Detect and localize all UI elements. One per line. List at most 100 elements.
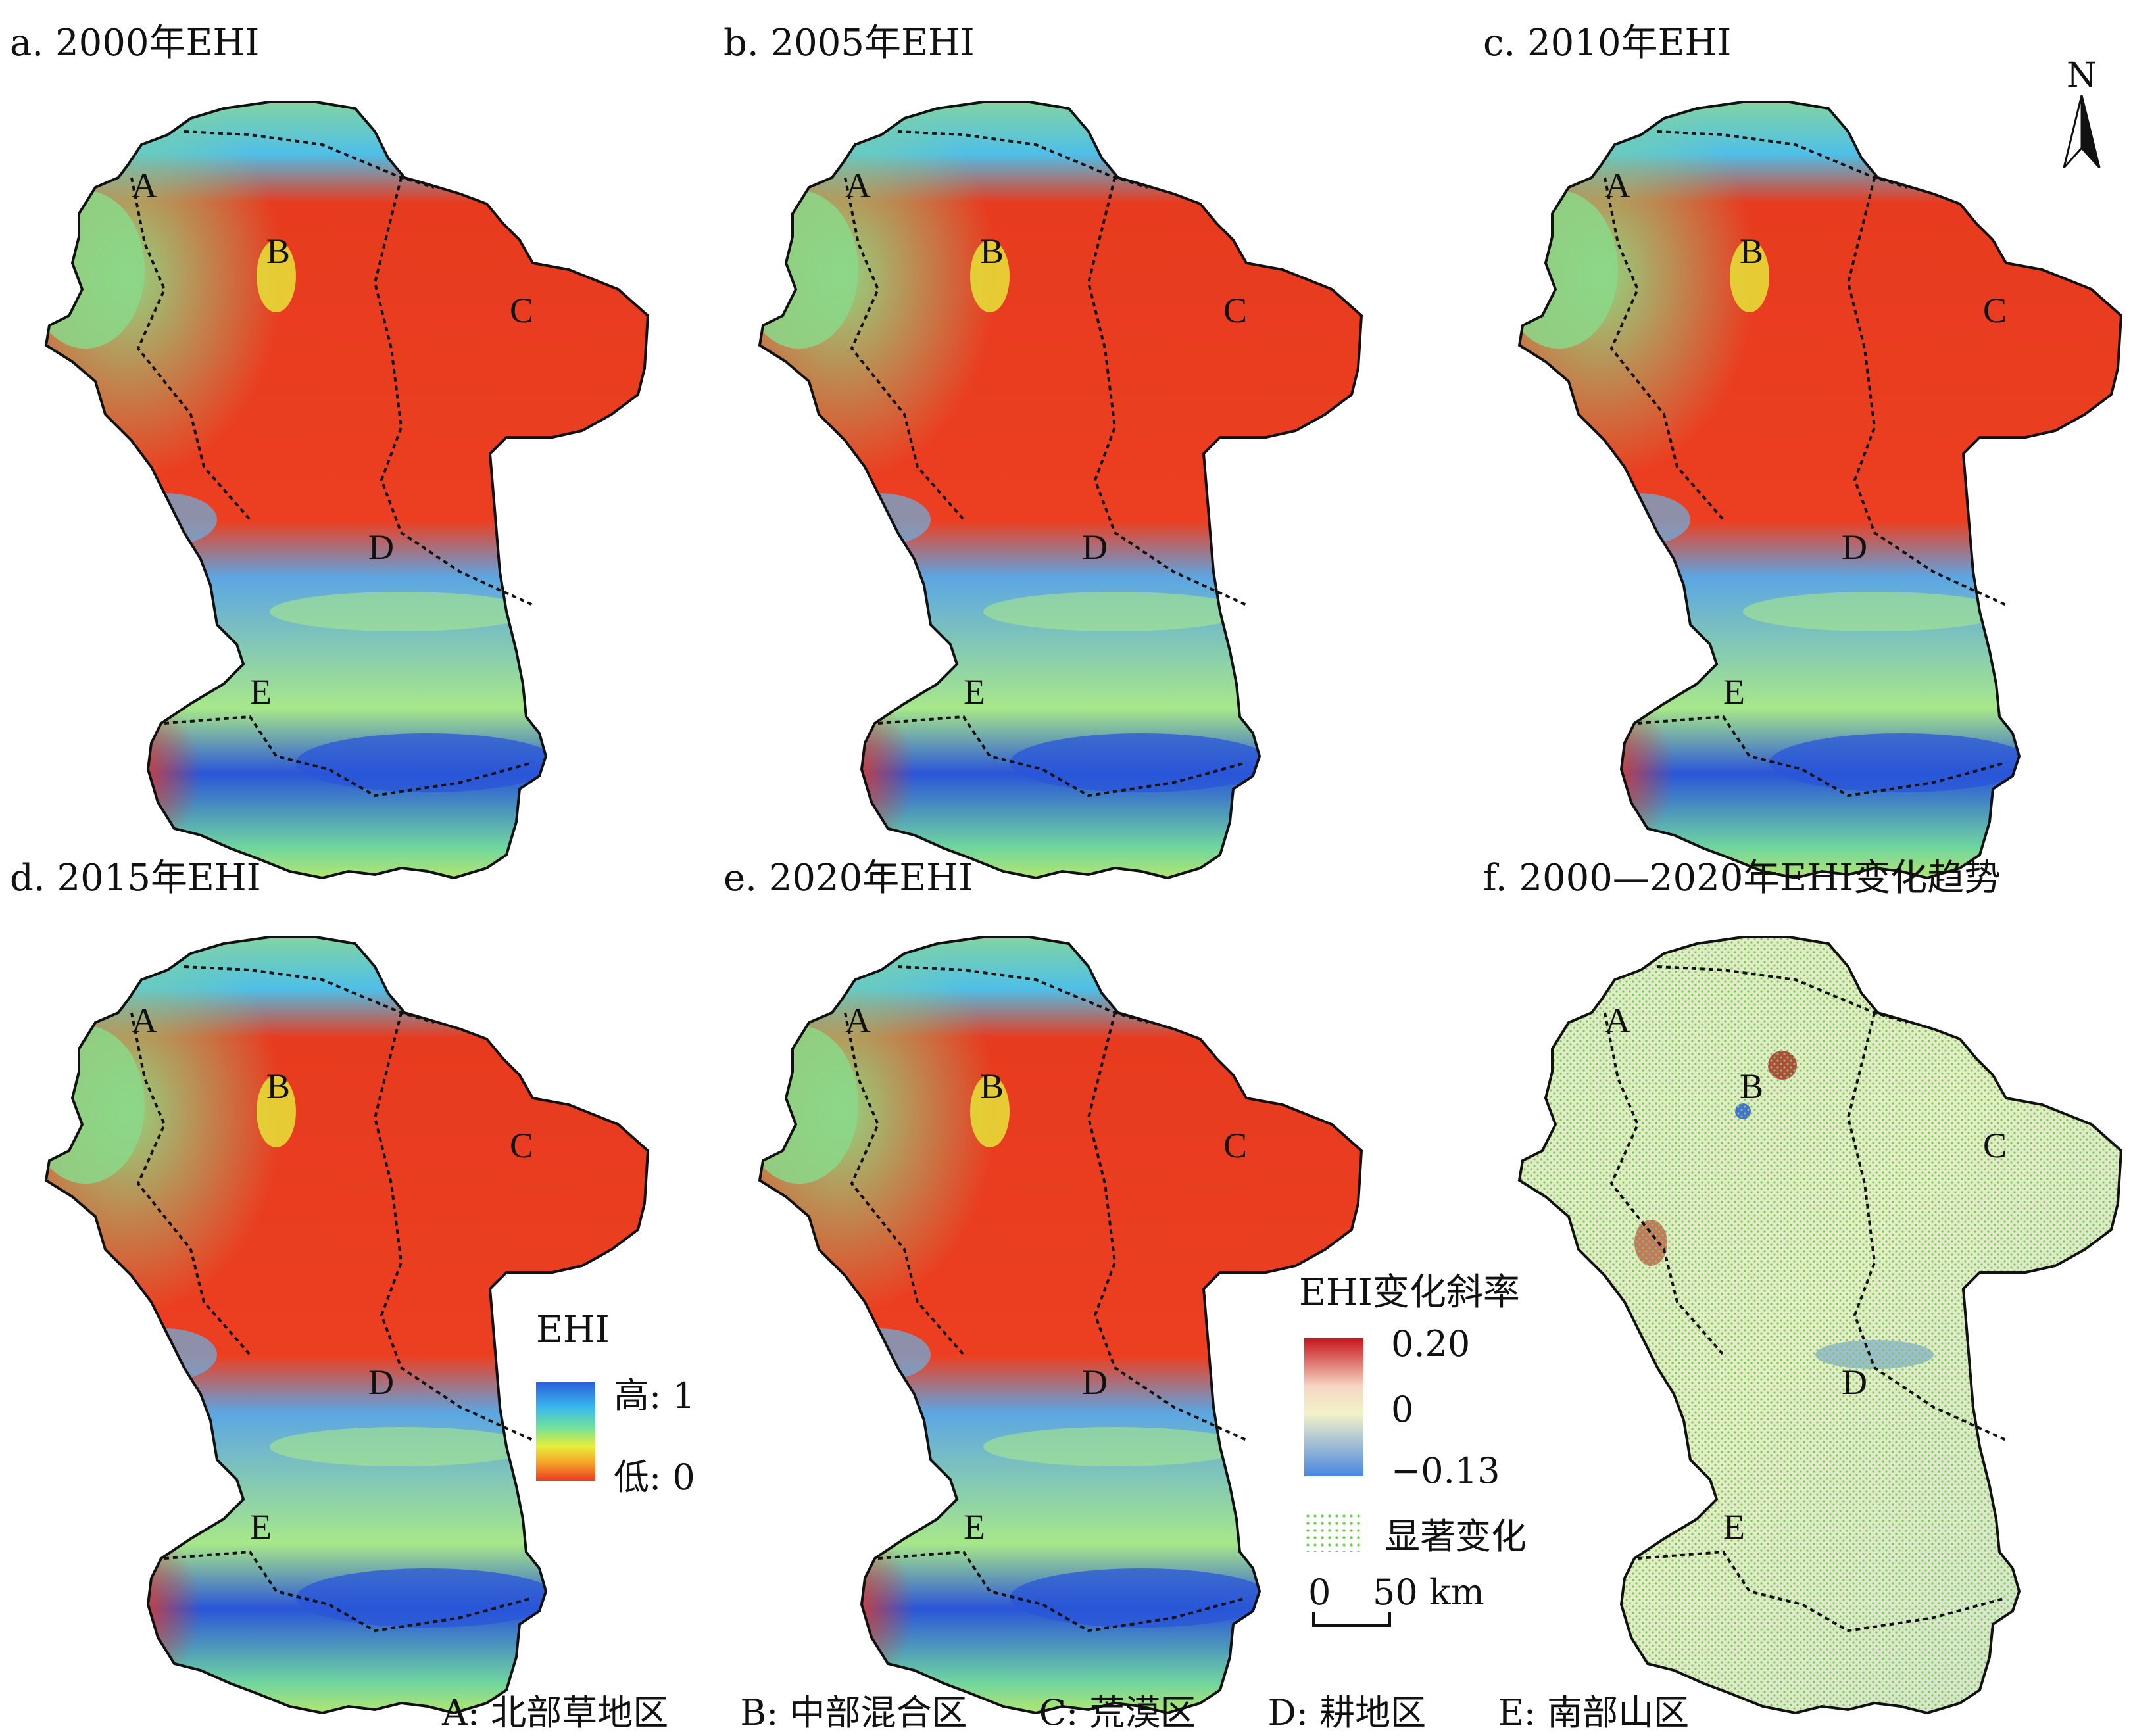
zone-boundary-3 xyxy=(1637,715,2007,798)
region-label-b: B xyxy=(266,1067,290,1106)
region-label-a: A xyxy=(1605,1001,1630,1040)
slope-legend-min: −0.13 xyxy=(1391,1450,1500,1491)
zone-boundary-0 xyxy=(1604,1012,1725,1356)
region-key-d: D: 耕地区 xyxy=(1267,1692,1427,1733)
west-grassland-patch xyxy=(46,1026,145,1184)
central-blue-patch xyxy=(825,493,931,546)
zone-boundary-1 xyxy=(897,130,1148,189)
west-grassland-patch xyxy=(46,191,145,349)
mountain-high-band xyxy=(1010,733,1273,792)
zone-boundary-2 xyxy=(1087,177,1247,606)
region-label-d: D xyxy=(368,1362,394,1402)
central-blue-patch xyxy=(1585,493,1690,546)
region-key-b: B: 中部混合区 xyxy=(740,1692,968,1733)
region-label-e: E xyxy=(964,1507,985,1547)
zone-boundary-0 xyxy=(844,1012,965,1356)
zone-boundary-0 xyxy=(1604,177,1725,521)
slope-legend-mid: 0 xyxy=(1391,1389,1414,1430)
region-label-e: E xyxy=(1723,1507,1745,1547)
slope-legend-title: EHI变化斜率 xyxy=(1299,1271,1520,1314)
central-lake-patch xyxy=(1730,240,1769,312)
map-c: A B C D E xyxy=(1518,101,2122,879)
map-b: A B C D E xyxy=(758,101,1363,879)
zone-boundary-2 xyxy=(1087,1012,1247,1441)
region-label-c: C xyxy=(1223,1126,1247,1165)
mountain-high-band xyxy=(296,733,559,792)
ehi-legend: EHI 高: 1 低: 0 xyxy=(536,1309,733,1506)
central-lake-patch xyxy=(970,1075,1010,1147)
significance-overlay xyxy=(1519,937,2121,1713)
zone-boundary-1 xyxy=(184,965,435,1024)
mountain-high-band xyxy=(1769,733,2032,792)
region-label-d: D xyxy=(1842,1362,1867,1402)
west-grassland-patch xyxy=(760,1026,858,1184)
region-label-b: B xyxy=(980,231,1004,271)
significance-label: 显著变化 xyxy=(1384,1516,1527,1557)
map-a: A B C D E xyxy=(45,101,649,879)
region-label-e: E xyxy=(250,1507,272,1547)
cropland-band xyxy=(1743,592,2006,631)
region-label-c: C xyxy=(1983,291,2007,330)
region-label-b: B xyxy=(980,1067,1004,1106)
region-label-d: D xyxy=(1082,527,1108,567)
panel-title-c: c. 2010年EHI xyxy=(1483,22,1732,64)
north-label: N xyxy=(2067,56,2097,95)
zone-boundary-2 xyxy=(373,177,533,606)
region-label-b: B xyxy=(266,231,290,271)
ehi-legend-title: EHI xyxy=(536,1309,610,1351)
central-lake-patch xyxy=(257,240,296,312)
region-label-c: C xyxy=(1223,291,1247,330)
zone-boundary-1 xyxy=(897,965,1148,1024)
panel-title-e: e. 2020年EHI xyxy=(723,857,973,900)
panel-title-d: d. 2015年EHI xyxy=(10,857,261,900)
mountain-high-band xyxy=(296,1568,559,1628)
region-label-a: A xyxy=(132,1001,157,1040)
region-key: A: 北部草地区 B: 中部混合区 C: 荒漠区 D: 耕地区 E: 南部山区 xyxy=(0,1683,2131,1735)
slope-legend-max: 0.20 xyxy=(1391,1323,1471,1364)
cropland-band xyxy=(270,1427,533,1466)
scale-bar: 0 50 km xyxy=(1299,1572,1496,1631)
mountain-high-band xyxy=(1010,1568,1273,1628)
central-blue-patch xyxy=(112,1328,217,1381)
map-e: A B C D E xyxy=(758,936,1363,1714)
zone-boundary-2 xyxy=(1846,177,2007,606)
region-label-b: B xyxy=(1740,231,1763,271)
scale-end-label: 50 km xyxy=(1373,1572,1484,1613)
north-arrow-icon xyxy=(2063,95,2101,168)
region-label-e: E xyxy=(1723,672,1745,711)
region-label-e: E xyxy=(964,672,985,711)
region-label-a: A xyxy=(132,166,157,205)
zone-boundary-0 xyxy=(844,177,965,521)
region-label-a: A xyxy=(845,166,871,205)
slope-legend: EHI变化斜率 0.20 0 −0.13 显著变化 0 50 km xyxy=(1299,1263,1575,1631)
region-label-d: D xyxy=(1082,1362,1108,1402)
region-label-c: C xyxy=(1983,1126,2007,1165)
cropland-band xyxy=(270,592,533,631)
central-blue-patch xyxy=(112,493,217,546)
west-grassland-patch xyxy=(1519,191,1618,349)
region-label-c: C xyxy=(510,1126,533,1165)
ehi-legend-low: 低: 0 xyxy=(614,1457,695,1498)
zone-boundary-1 xyxy=(1657,965,1908,1024)
region-key-e: E: 南部山区 xyxy=(1498,1692,1690,1733)
zone-boundary-1 xyxy=(184,130,435,189)
panel-title-a: a. 2000年EHI xyxy=(10,22,260,64)
panel-title-b: b. 2005年EHI xyxy=(723,22,975,64)
map-d: A B C D E xyxy=(45,936,649,1714)
map-f: A B C D E xyxy=(1518,936,2122,1714)
cropland-band xyxy=(983,592,1246,631)
region-label-a: A xyxy=(845,1001,871,1040)
region-label-d: D xyxy=(368,527,394,567)
region-label-d: D xyxy=(1842,527,1867,567)
scale-bar-line xyxy=(1312,1612,1391,1627)
region-label-e: E xyxy=(250,672,272,711)
central-blue-patch xyxy=(825,1328,931,1381)
zone-boundary-2 xyxy=(1846,1012,2007,1441)
zone-boundary-3 xyxy=(877,1550,1247,1633)
slope-legend-colorbar xyxy=(1304,1338,1363,1476)
ehi-legend-colorbar xyxy=(536,1382,595,1481)
zone-boundary-1 xyxy=(1657,130,1908,189)
significance-swatch xyxy=(1304,1512,1363,1552)
cropland-band xyxy=(983,1427,1246,1466)
region-key-c: C: 荒漠区 xyxy=(1039,1692,1196,1733)
